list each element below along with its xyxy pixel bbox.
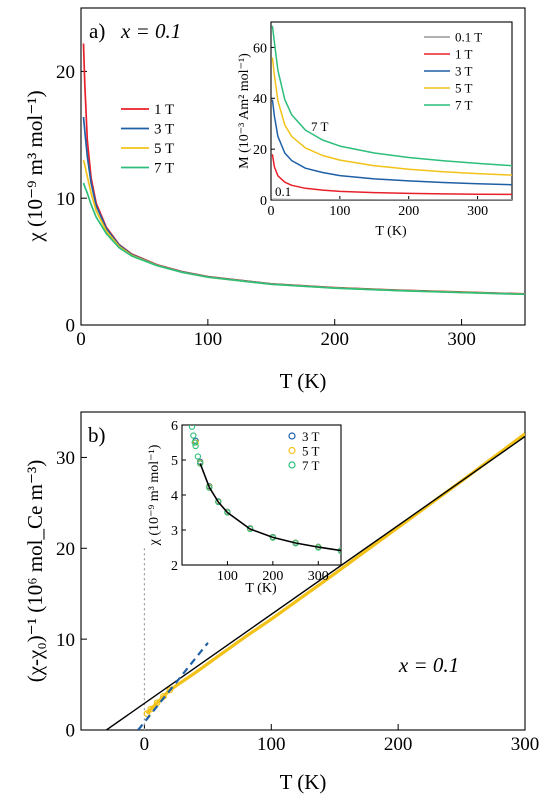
b-inset-data-point — [224, 509, 231, 516]
a-title: x = 0.1 — [120, 19, 181, 43]
a-x-tick-label: 100 — [194, 329, 223, 350]
a-y-tick-label: 0 — [66, 316, 76, 337]
b-inset-background — [182, 425, 341, 565]
b-inset-data-point — [188, 415, 193, 420]
b-inset-data-point — [192, 442, 199, 450]
b-low-temperature-fit-line — [137, 642, 209, 730]
a-series-group — [82, 43, 525, 296]
a-inset-legend-label: 7 T — [455, 98, 473, 113]
b-inset-data-point — [246, 525, 254, 533]
b-inset-data-point — [188, 425, 196, 430]
a-inset-x-tick-label: 0 — [268, 204, 275, 219]
b-inset-data-point — [197, 460, 204, 467]
a-inset-y-tick-label: 60 — [253, 41, 267, 56]
b-inset-data-point — [188, 412, 193, 417]
b-inset-legend-marker — [288, 432, 296, 440]
b-inset-legend-marker — [288, 461, 296, 469]
a-inset-annotation-0.1: 0.1 — [275, 184, 291, 199]
b-inset-data-point — [190, 432, 197, 439]
b-inset-data-point — [188, 408, 193, 413]
a-inset-x-tick-label: 300 — [467, 204, 488, 219]
a-inset-series-line-01T — [272, 198, 512, 200]
b-inset-x-tick-label: 100 — [217, 569, 238, 584]
b-y-axis-label: (χ-χ₀)⁻¹ (10⁶ mol_Ce m⁻³) — [23, 460, 47, 683]
b-inset-legend-label: 3 T — [302, 429, 320, 444]
b-inset-x-tick-label: 300 — [308, 569, 329, 584]
b-inset-x-tick-label: 200 — [262, 569, 283, 584]
b-inset-y-tick-label: 5 — [171, 454, 178, 469]
b-inset-y-tick-label: 4 — [171, 489, 178, 504]
a-legend-label: 7 T — [154, 161, 174, 177]
a-y-tick-label: 20 — [56, 62, 75, 83]
a-x-axis-label: T (K) — [280, 369, 327, 393]
a-inset-legend-label: 0.1 T — [455, 30, 482, 45]
a-inset-series-group — [271, 25, 512, 200]
a-inset-series-line-5T — [271, 57, 512, 176]
b-x-tick-label: 200 — [384, 734, 413, 755]
b-data-line — [145, 432, 525, 715]
b-inset-x-axis-label: T (K) — [245, 581, 277, 596]
b-inset-y-tick-label: 2 — [171, 559, 178, 574]
b-x-tick-label: 0 — [140, 734, 150, 755]
b-inset-y-tick-label: 6 — [171, 419, 178, 434]
a-legend-label: 3 T — [154, 122, 174, 138]
a-inset-y-tick-label: 0 — [260, 194, 267, 209]
a-x-tick-label: 0 — [76, 329, 86, 350]
a-legend-label: 1 T — [154, 102, 174, 118]
a-y-axis-label: χ (10⁻⁹ m³ mol⁻¹) — [23, 90, 47, 242]
a-legend-label: 5 T — [154, 141, 174, 157]
a-inset-series-line-3T — [271, 99, 512, 186]
a-series-line-7T — [82, 182, 525, 296]
a-inset-annotation-7T: 7 T — [311, 119, 329, 134]
a-x-tick-label: 200 — [320, 329, 349, 350]
a-inset-series-line-1T — [271, 154, 512, 196]
a-inset-x-axis-label: T (K) — [375, 224, 407, 239]
panel-b: 0 100 200 300 0 10 20 30 b) x = 0.1 T (K) (χ-χ₀)⁻¹ … — [23, 408, 540, 794]
a-inset-x-tick-label: 100 — [329, 204, 350, 219]
b-inset-legend-label: 5 T — [302, 444, 320, 459]
b-inset-data-point — [191, 439, 198, 446]
b-inset-data-point — [194, 453, 202, 460]
b-data-point — [143, 710, 151, 718]
b-panel-label: b) — [88, 423, 106, 447]
a-x-tick-label: 300 — [447, 329, 476, 350]
a-panel-label: a) — [89, 19, 105, 43]
a-y-tick-label: 10 — [56, 189, 75, 210]
a-plot-frame — [80, 7, 526, 326]
a-inset-legend-label: 3 T — [455, 64, 473, 79]
a-inset-y-tick-label: 20 — [253, 143, 267, 158]
a-inset-legend-label: 1 T — [455, 47, 473, 62]
b-inset-series-group — [188, 408, 341, 555]
a-inset-y-axis-label: M (10⁻³ Am² mol⁻¹) — [237, 53, 252, 169]
b-inset-data-point — [215, 498, 222, 506]
b-x-axis-label: T (K) — [280, 770, 327, 794]
b-series-group — [105, 432, 525, 730]
a-inset-legend-label: 5 T — [455, 81, 473, 96]
b-y-tick-label: 30 — [56, 448, 75, 469]
b-data-point — [166, 686, 174, 694]
b-inset-legend-marker — [288, 446, 296, 455]
b-y-tick-label: 0 — [66, 721, 76, 742]
b-inset-legend-label: 7 T — [302, 458, 320, 473]
b-annotation: x = 0.1 — [398, 653, 459, 677]
b-inset-fit-line — [199, 463, 341, 552]
b-x-tick-label: 300 — [511, 734, 540, 755]
b-inset-y-axis-label: χ (10⁻⁹ m³ mol⁻¹) — [147, 444, 162, 546]
a-inset-x-tick-label: 200 — [398, 204, 419, 219]
b-plot-frame — [80, 411, 526, 731]
b-y-tick-label: 20 — [56, 539, 75, 560]
b-x-tick-label: 100 — [257, 734, 286, 755]
a-inset-series-line-7T — [271, 25, 512, 167]
b-y-tick-label: 10 — [56, 630, 75, 651]
b-inset-y-tick-label: 3 — [171, 524, 178, 539]
a-inset-y-tick-label: 40 — [253, 92, 267, 107]
